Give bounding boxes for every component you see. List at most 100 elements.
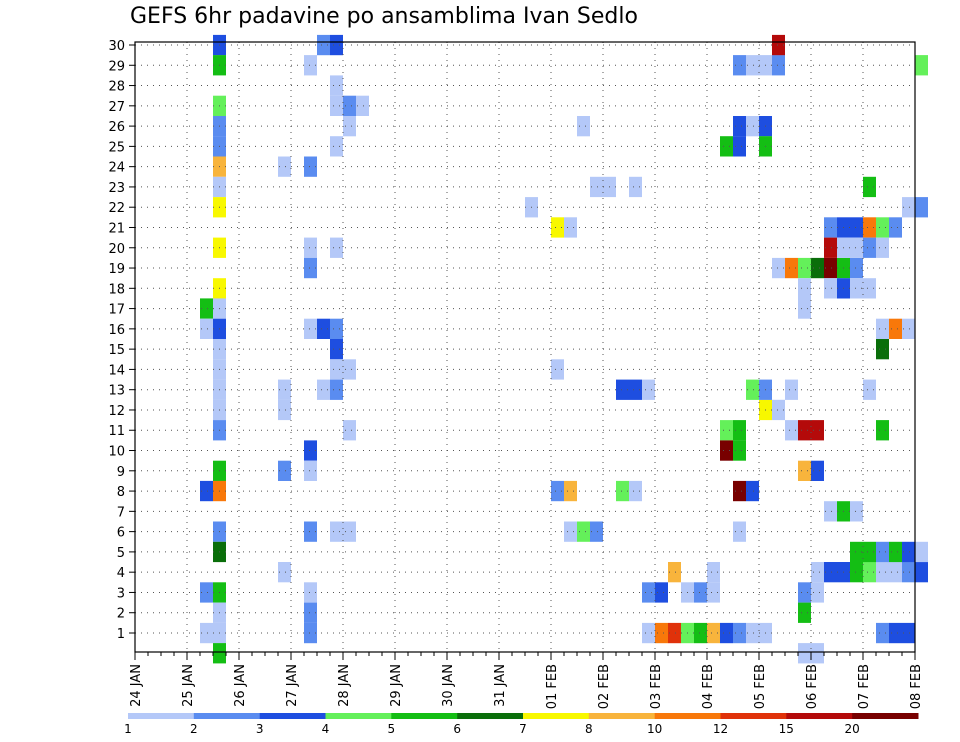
heatmap-cell — [850, 217, 863, 238]
heatmap-cell — [200, 318, 213, 339]
heatmap-cell — [785, 257, 798, 279]
y-tick-label: 8 — [117, 485, 125, 500]
heatmap-cell — [863, 217, 876, 238]
heatmap-cell — [876, 541, 889, 563]
heatmap-cell — [278, 379, 291, 400]
heatmap-cell — [720, 136, 733, 157]
heatmap-cell — [746, 480, 759, 502]
heatmap-cell — [304, 257, 317, 279]
heatmap-cell — [863, 541, 876, 563]
heatmap-cell — [811, 562, 824, 583]
heatmap-cell — [850, 237, 863, 258]
legend-swatch — [786, 713, 853, 719]
x-tick-label: 29 JAN — [389, 664, 404, 707]
heatmap-cell — [720, 440, 733, 461]
heatmap-cell — [798, 278, 811, 299]
legend-label: 6 — [453, 722, 461, 736]
heatmap-cell — [798, 460, 811, 481]
heatmap-cell — [304, 622, 317, 644]
heatmap-cell — [902, 318, 915, 339]
heatmap-cell — [200, 582, 213, 603]
heatmap-cell — [590, 176, 603, 198]
heatmap-cell — [733, 480, 746, 502]
y-tick-label: 5 — [117, 546, 125, 561]
heatmap-cell — [746, 379, 759, 400]
heatmap-cell — [772, 399, 785, 421]
heatmap-cell — [304, 440, 317, 461]
heatmap-cell — [889, 217, 902, 238]
heatmap-cell — [863, 562, 876, 583]
heatmap-cell — [746, 55, 759, 76]
heatmap-cell — [811, 257, 824, 279]
y-tick-label: 10 — [108, 445, 125, 460]
heatmap-cell — [824, 562, 837, 583]
legend-label: 12 — [713, 722, 728, 736]
x-tick-label: 02 FEB — [597, 664, 612, 709]
heatmap-cell — [330, 339, 343, 360]
y-tick-label: 26 — [108, 120, 125, 135]
y-tick-label: 18 — [108, 282, 125, 297]
heatmap-cell — [616, 480, 629, 502]
heatmap-cell — [902, 197, 915, 218]
heatmap-cell — [655, 622, 668, 644]
heatmap-cell — [577, 116, 590, 137]
heatmap-cell — [642, 582, 655, 603]
heatmap-cell — [785, 420, 798, 441]
heatmap-cell — [902, 562, 915, 583]
x-tick-label: 07 FEB — [857, 664, 872, 709]
heatmap-cell — [850, 278, 863, 299]
heatmap-cell — [876, 237, 889, 258]
heatmap-cell — [889, 541, 902, 563]
heatmap-cell — [824, 278, 837, 299]
heatmap-cell — [720, 622, 733, 644]
legend-swatch — [523, 713, 590, 719]
heatmap-cell — [915, 562, 928, 583]
y-tick-label: 23 — [108, 181, 125, 196]
y-tick-label: 20 — [108, 242, 125, 257]
heatmap-cell — [564, 217, 577, 238]
legend-label: 2 — [190, 722, 198, 736]
x-tick-label: 06 FEB — [805, 664, 820, 709]
heatmap-cell — [876, 622, 889, 644]
x-tick-label: 28 JAN — [337, 664, 352, 707]
heatmap-cell — [889, 562, 902, 583]
legend-label: 8 — [585, 722, 593, 736]
legend-swatch — [654, 713, 721, 719]
heatmap-cell — [720, 420, 733, 441]
plot-frame — [134, 41, 916, 653]
chart-title: GEFS 6hr padavine po ansamblima Ivan Sed… — [130, 4, 638, 29]
heatmap-cell — [317, 379, 330, 400]
heatmap-cell — [330, 359, 343, 380]
heatmap-cell — [629, 176, 642, 198]
heatmap-cell — [798, 420, 811, 441]
heatmap-cell — [863, 237, 876, 258]
heatmap-cell — [863, 278, 876, 299]
y-tick-label: 15 — [108, 343, 125, 358]
heatmap-cell — [551, 480, 564, 502]
legend-swatch — [588, 713, 656, 719]
heatmap-cell — [811, 582, 824, 603]
legend-label: 1 — [124, 722, 132, 736]
heatmap-cell — [590, 521, 603, 542]
heatmap-cell — [876, 562, 889, 583]
heatmap-cell — [213, 643, 226, 664]
heatmap-cell — [577, 521, 590, 542]
heatmap-cell — [655, 582, 668, 603]
heatmap-cell — [343, 521, 356, 542]
x-tick-label: 26 JAN — [233, 664, 248, 707]
heatmap-cell — [304, 55, 317, 76]
heatmap-cell — [330, 521, 343, 542]
y-tick-label: 3 — [117, 586, 125, 601]
heatmap-cell — [733, 521, 746, 542]
heatmap-cell — [616, 379, 629, 400]
heatmap-cell — [317, 318, 330, 339]
heatmap-cell — [707, 562, 720, 583]
x-tick-label: 31 JAN — [493, 664, 508, 707]
heatmap-cell — [642, 622, 655, 644]
heatmap-cell — [798, 643, 811, 664]
heatmap-cell — [824, 257, 837, 279]
heatmap-cell — [850, 541, 863, 563]
y-tick-label: 28 — [108, 80, 125, 95]
heatmap-cell — [278, 562, 291, 583]
